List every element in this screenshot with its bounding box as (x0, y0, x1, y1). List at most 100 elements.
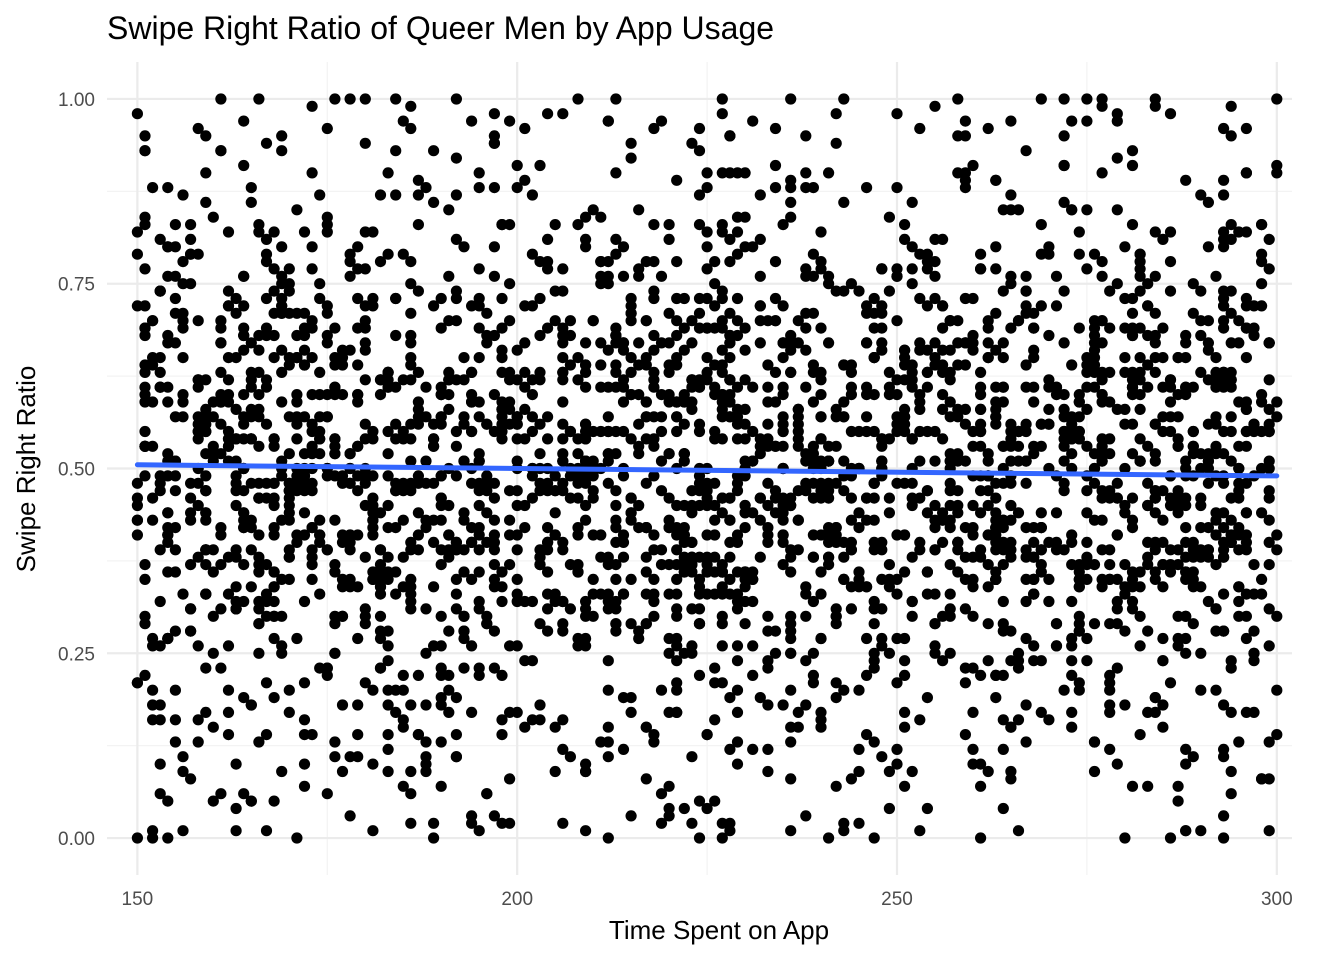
data-point (526, 492, 539, 504)
data-point (473, 411, 485, 423)
data-point (633, 204, 645, 216)
data-point (177, 825, 189, 837)
data-point (633, 337, 645, 349)
data-point (390, 329, 402, 342)
data-point (276, 396, 288, 408)
data-point (496, 817, 508, 829)
data-point (1271, 529, 1283, 541)
data-point (785, 93, 797, 105)
data-point (602, 477, 614, 489)
data-point (1195, 647, 1207, 659)
data-point (739, 595, 751, 608)
data-point (443, 706, 455, 719)
data-point (1149, 226, 1161, 238)
data-point (1172, 433, 1184, 445)
data-point (1058, 130, 1070, 142)
data-point (1180, 492, 1192, 504)
data-point (359, 418, 371, 430)
data-point (709, 278, 721, 290)
data-point (169, 219, 181, 231)
data-point (466, 536, 478, 549)
data-point (420, 455, 432, 467)
data-point (671, 544, 683, 556)
data-point (481, 485, 493, 497)
data-point (777, 499, 789, 512)
data-point (663, 448, 675, 460)
data-point (1187, 425, 1199, 438)
data-point (291, 329, 303, 342)
data-point (959, 115, 972, 127)
data-point (800, 322, 812, 334)
data-point (1104, 366, 1116, 378)
data-point (382, 248, 394, 260)
data-point (580, 765, 592, 778)
data-point (412, 477, 424, 489)
data-point (1218, 625, 1230, 637)
data-point (154, 485, 166, 497)
data-point (1240, 507, 1252, 519)
data-point (648, 544, 660, 556)
data-point (747, 381, 759, 393)
data-point (792, 514, 804, 526)
data-point (374, 559, 387, 571)
data-point (298, 507, 311, 519)
data-point (367, 573, 379, 586)
data-point (268, 352, 280, 364)
data-point (716, 677, 728, 689)
data-point (405, 307, 417, 319)
data-point (1081, 93, 1093, 105)
data-point (1035, 559, 1047, 571)
data-point (640, 396, 652, 408)
data-point (777, 559, 789, 571)
data-point (1028, 344, 1040, 356)
data-point (306, 551, 318, 563)
data-point (359, 93, 371, 105)
data-point (298, 226, 311, 238)
data-point (785, 825, 797, 837)
data-point (1035, 440, 1047, 452)
data-point (1134, 433, 1146, 445)
data-point (131, 677, 143, 689)
data-point (1134, 403, 1146, 415)
data-point (625, 389, 637, 401)
data-point (754, 233, 766, 245)
data-point (283, 485, 295, 497)
data-point (1233, 736, 1245, 748)
data-point (587, 455, 599, 467)
data-point (580, 337, 592, 349)
data-point (997, 477, 1009, 489)
data-point (838, 536, 850, 549)
data-point (1088, 248, 1101, 260)
data-point (610, 499, 622, 512)
data-point (716, 108, 728, 120)
data-point (1240, 300, 1252, 312)
data-point (610, 359, 622, 371)
data-point (595, 736, 607, 748)
data-point (1066, 640, 1078, 652)
data-point (1088, 462, 1101, 475)
data-point (222, 226, 235, 238)
data-point (906, 196, 918, 208)
data-point (731, 433, 744, 445)
data-point (443, 684, 455, 696)
data-point (785, 566, 797, 578)
data-point (800, 455, 812, 467)
data-point (800, 344, 812, 356)
data-point (1256, 278, 1268, 290)
data-point (321, 662, 333, 674)
data-point (785, 632, 797, 645)
data-point (405, 337, 417, 349)
data-point (830, 780, 842, 792)
data-point (382, 573, 394, 586)
data-point (1096, 455, 1108, 467)
data-point (177, 389, 189, 401)
data-point (238, 418, 250, 430)
data-point (542, 256, 554, 268)
data-point (1088, 765, 1101, 778)
data-point (222, 285, 235, 297)
data-point (671, 329, 683, 342)
data-point (1195, 825, 1207, 837)
data-point (1104, 677, 1116, 689)
data-point (253, 344, 265, 356)
